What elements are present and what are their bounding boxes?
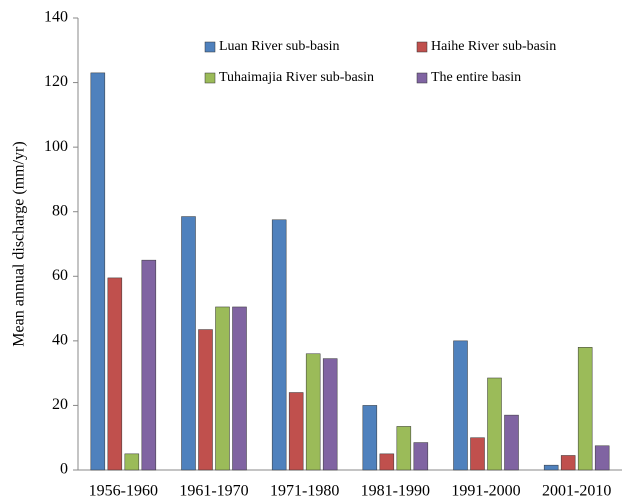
bar bbox=[362, 405, 378, 471]
y-axis-label: Mean annual discharge (mm/yr) bbox=[11, 141, 28, 346]
y-tick-label: 0 bbox=[60, 461, 68, 478]
bar bbox=[271, 219, 287, 471]
legend-label: The entire basin bbox=[431, 70, 521, 85]
bar bbox=[181, 216, 196, 471]
bar bbox=[141, 259, 157, 471]
y-tick-label: 60 bbox=[52, 267, 68, 284]
bar bbox=[305, 353, 321, 471]
bar bbox=[470, 437, 485, 471]
bar bbox=[215, 306, 230, 471]
bar bbox=[413, 442, 429, 471]
x-tick-label: 2001-2010 bbox=[542, 483, 611, 500]
y-tick-label: 140 bbox=[44, 9, 68, 26]
bar bbox=[90, 72, 106, 471]
bar bbox=[396, 426, 412, 471]
bar bbox=[560, 455, 576, 471]
y-tick-label: 20 bbox=[52, 396, 68, 413]
x-tick-label: 1956-1960 bbox=[89, 483, 158, 500]
x-tick-label: 1961-1970 bbox=[179, 483, 248, 500]
bar bbox=[453, 340, 468, 471]
y-tick-label: 120 bbox=[44, 73, 68, 90]
y-tick-label: 100 bbox=[44, 138, 68, 155]
bar bbox=[379, 453, 395, 471]
bar bbox=[504, 414, 519, 471]
bar bbox=[577, 347, 593, 471]
bar bbox=[543, 464, 559, 471]
bar bbox=[232, 306, 247, 471]
y-tick-label: 40 bbox=[52, 332, 68, 349]
bar bbox=[594, 445, 610, 471]
y-tick-label: 80 bbox=[52, 202, 68, 219]
legend-swatch bbox=[204, 72, 216, 84]
bar bbox=[198, 329, 213, 471]
legend-label: Luan River sub-basin bbox=[219, 39, 340, 54]
x-tick-label: 1981-1990 bbox=[361, 483, 430, 500]
legend-label: Tuhaimajia River sub-basin bbox=[219, 70, 374, 85]
legend-swatch bbox=[204, 41, 216, 53]
bar bbox=[107, 277, 123, 471]
bar bbox=[487, 377, 502, 471]
legend-label: Haihe River sub-basin bbox=[431, 39, 556, 54]
x-tick-label: 1971-1980 bbox=[270, 483, 339, 500]
x-tick-label: 1991-2000 bbox=[451, 483, 520, 500]
bar bbox=[124, 453, 140, 471]
bar bbox=[322, 358, 338, 471]
legend-swatch bbox=[416, 41, 428, 53]
legend-swatch bbox=[416, 72, 428, 84]
bar bbox=[288, 392, 304, 471]
